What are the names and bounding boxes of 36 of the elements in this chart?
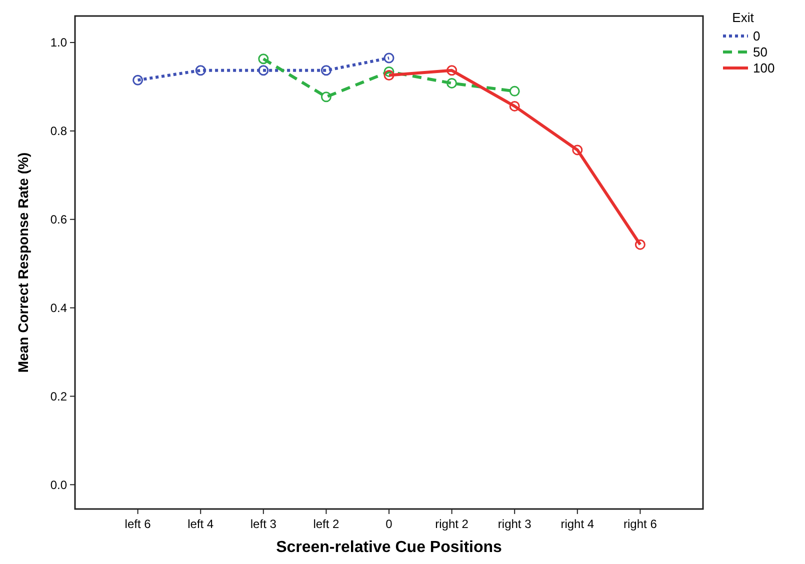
x-tick-label: right 2: [435, 517, 469, 531]
point: [320, 65, 332, 76]
y-tick-label: 0.6: [50, 212, 68, 227]
x-tick-label: left 2: [313, 517, 340, 531]
legend-label: 0: [753, 28, 760, 44]
y-axis-title: Mean Correct Response Rate (%): [15, 152, 31, 373]
x-tick-label: left 6: [124, 517, 152, 531]
x-tick-label: right 3: [498, 517, 532, 531]
point: [132, 74, 144, 86]
y-tick-label: 0.8: [50, 124, 68, 138]
y-tick-label: 0.4: [50, 301, 68, 316]
legend-label: 100: [753, 60, 775, 76]
legend-label: 50: [753, 44, 768, 60]
x-tick-label: 0: [386, 517, 393, 531]
point: [384, 52, 394, 64]
legend-title: Exit: [732, 10, 754, 25]
point: [572, 144, 583, 156]
point: [384, 70, 394, 80]
x-tick-label: left 4: [188, 517, 214, 531]
x-tick-label: right 4: [560, 517, 594, 531]
x-axis-title: Screen-relative Cue Positions: [276, 539, 502, 556]
x-tick-label: right 6: [624, 517, 658, 531]
point: [446, 78, 458, 88]
point: [258, 65, 269, 76]
point: [509, 86, 520, 96]
point: [509, 100, 520, 112]
point: [634, 239, 646, 250]
point: [320, 92, 332, 102]
y-tick-label: 1.0: [50, 36, 68, 50]
point: [384, 66, 394, 77]
y-tick-label: 0.2: [50, 389, 68, 404]
point: [446, 65, 458, 76]
point: [258, 54, 269, 64]
y-tick-label: 0.0: [50, 478, 68, 492]
point: [195, 65, 206, 76]
x-tick-label: left 3: [250, 517, 277, 531]
